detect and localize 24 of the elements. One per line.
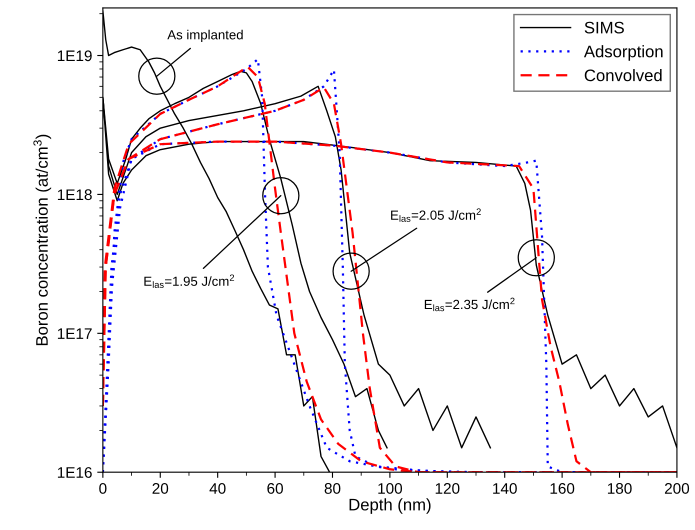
x-tick-label: 180 — [608, 483, 632, 494]
x-tick-label: 160 — [550, 483, 574, 494]
x-tick-label: 60 — [267, 483, 283, 494]
x-tick-label: 80 — [324, 483, 340, 494]
x-tick-label: 40 — [210, 483, 226, 494]
y-tick-label: 1E18 — [58, 189, 92, 200]
annotation: E$_{las}$=1.95 J/cm$^{2}$ — [144, 274, 234, 288]
legend-label: SIMS — [584, 22, 624, 34]
annotation: E$_{las}$=2.05 J/cm$^{2}$ — [391, 208, 481, 222]
x-tick-label: 120 — [436, 483, 460, 494]
x-tick-label: 20 — [152, 483, 168, 494]
x-axis-title: Depth (nm) — [350, 498, 431, 514]
x-tick-label: 0 — [99, 483, 107, 494]
x-tick-label: 140 — [493, 483, 517, 494]
x-tick-label: 200 — [664, 483, 690, 494]
legend-label: Convolved — [584, 69, 662, 82]
x-tick-label: 100 — [378, 483, 402, 494]
y-tick-label: 1E16 — [58, 467, 92, 478]
annotation: E$_{las}$=2.35 J/cm$^{2}$ — [424, 298, 515, 312]
y-tick-label: 1E17 — [58, 328, 92, 339]
annotation: As implanted — [167, 30, 243, 42]
legend-label: Adsorption — [584, 45, 663, 61]
y-axis-title: Boron concentration (at/cm$^{3}$) — [33, 134, 52, 346]
y-tick-label: 1E19 — [58, 50, 92, 62]
